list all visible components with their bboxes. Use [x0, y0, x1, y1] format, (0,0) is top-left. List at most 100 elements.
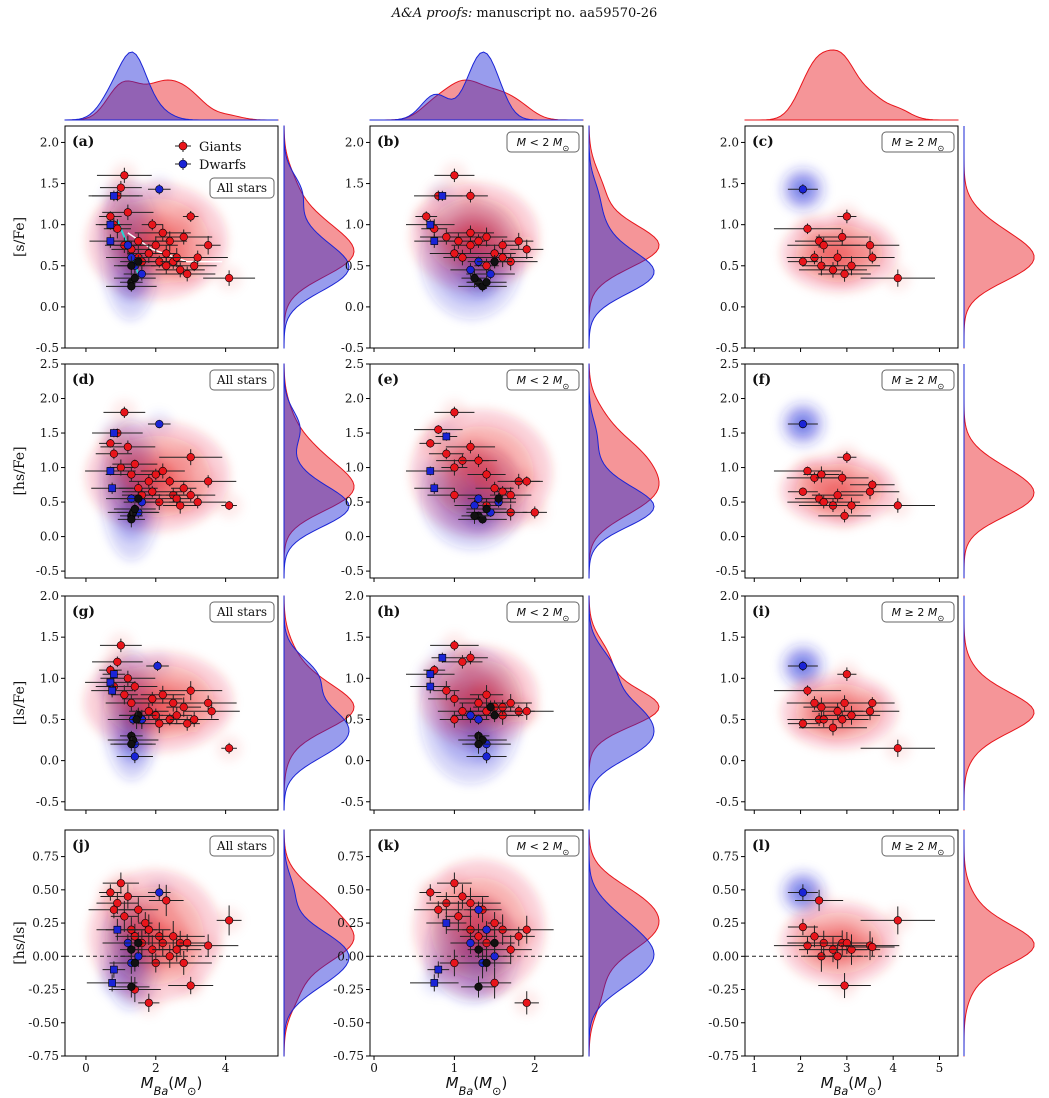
black-point — [127, 282, 136, 291]
y-tick-label: -0.25 — [333, 983, 364, 997]
y-tick-label: 1.5 — [40, 177, 59, 191]
black-point — [134, 494, 143, 503]
subset-tag: M < 2 M⊙ — [506, 601, 580, 623]
dwarf-point — [474, 494, 483, 503]
y-tick-label: 2.5 — [720, 357, 739, 371]
dwarf-square-point — [430, 979, 439, 987]
y-tick-label: 1.5 — [720, 630, 739, 644]
marginal-density — [64, 79, 279, 121]
giant-point — [183, 719, 192, 728]
black-point — [134, 938, 143, 948]
marginal-density — [588, 125, 655, 349]
axes-frame — [64, 595, 279, 811]
black-point — [482, 958, 491, 968]
dwarf-point — [155, 185, 164, 194]
giant-point — [116, 879, 125, 888]
giant-point — [120, 912, 129, 921]
giant-point — [498, 253, 507, 262]
legend-label: Giants — [199, 140, 242, 155]
marginal-density — [963, 829, 1035, 1057]
dwarf-point — [798, 888, 807, 897]
y-tick-label: -0.5 — [36, 341, 59, 355]
dwarf-point — [798, 419, 807, 429]
y-tick-label: -0.5 — [716, 564, 739, 578]
y-tick-label: 0.0 — [720, 754, 739, 768]
giant-point — [530, 508, 539, 517]
panel-label: (l) — [752, 838, 771, 854]
dwarf-point — [155, 419, 164, 429]
subset-tag: M < 2 M⊙ — [506, 835, 580, 857]
top-marginal — [64, 51, 279, 121]
giant-point — [522, 477, 531, 486]
y-tick-label: 0.25 — [337, 916, 364, 930]
y-tick-label: 0.0 — [720, 530, 739, 544]
black-point — [474, 982, 483, 991]
giant-point — [840, 511, 849, 520]
giant-point — [123, 208, 132, 217]
giant-point — [190, 261, 199, 270]
x-axis-label: MBa(M⊙) — [821, 1074, 883, 1098]
right-marginal — [283, 595, 355, 811]
y-tick-label: 0.5 — [40, 495, 59, 509]
panel-e: -0.5 0.0 0.5 1.0 1.5 2.0 2.5 (e) M < 2 M⊙ — [341, 357, 660, 582]
panel-label: (c) — [752, 134, 774, 150]
giant-point — [155, 719, 164, 728]
giant-point — [506, 491, 515, 500]
giant-point — [165, 952, 174, 961]
y-tick-label: 2.5 — [40, 357, 59, 371]
giant-point — [798, 719, 807, 728]
giant-point — [450, 408, 459, 417]
giant-point — [450, 958, 459, 968]
axes-frame — [64, 363, 279, 579]
giant-point — [442, 686, 451, 695]
giant-point — [113, 657, 122, 666]
giant-point — [113, 899, 122, 908]
giant-point — [450, 715, 459, 724]
subset-tag: M ≥ 2 M⊙ — [881, 835, 955, 857]
dwarf-square-point — [108, 686, 116, 695]
y-axis-label: [hs/Fe] — [12, 446, 28, 495]
page-header: A&A proofs: manuscript no. aa59570-26 — [0, 6, 1049, 21]
giant-point — [450, 491, 459, 500]
tag-text: M < 2 M⊙ — [517, 606, 570, 623]
axes-frame — [369, 595, 584, 811]
giant-point — [498, 487, 507, 496]
giant-point — [193, 253, 202, 262]
subset-tag: M ≥ 2 M⊙ — [881, 369, 955, 391]
x-axis-label: MBa(M⊙) — [446, 1074, 508, 1098]
giant-point — [798, 257, 807, 266]
dwarf-point — [466, 938, 475, 948]
giant-point — [172, 494, 181, 503]
giant-point — [120, 408, 129, 417]
subset-tag: All stars — [209, 369, 275, 391]
giant-point — [840, 269, 849, 279]
marginal-density — [588, 363, 660, 579]
y-tick-label: 0.5 — [345, 495, 364, 509]
y-tick-label: -0.75 — [28, 1049, 59, 1063]
giant-point — [828, 723, 838, 732]
giant-point — [116, 463, 125, 472]
black-point — [494, 494, 503, 503]
axes-frame — [64, 125, 279, 349]
y-tick-label: -0.25 — [708, 983, 739, 997]
dwarf-point — [482, 925, 491, 934]
legend-marker — [178, 159, 188, 169]
black-point — [130, 958, 139, 968]
giant-point — [847, 711, 856, 720]
dwarf-point — [798, 661, 807, 671]
giant-point — [466, 241, 475, 250]
tag-text: M < 2 M⊙ — [517, 136, 570, 153]
giant-point — [144, 477, 153, 486]
right-marginal — [963, 596, 1035, 811]
header-journal: A&A proofs: — [391, 6, 473, 21]
tag-text: M < 2 M⊙ — [517, 840, 570, 857]
subset-tag: All stars — [209, 177, 275, 199]
y-tick-label: -0.25 — [28, 983, 59, 997]
giant-point — [179, 958, 188, 968]
right-marginal — [963, 829, 1035, 1057]
y-tick-label: 2.0 — [40, 589, 59, 603]
x-tick-label: 2 — [797, 1061, 805, 1075]
black-point — [470, 274, 479, 283]
y-tick-label: 0.75 — [337, 850, 364, 864]
y-tick-label: 1.0 — [720, 461, 739, 475]
